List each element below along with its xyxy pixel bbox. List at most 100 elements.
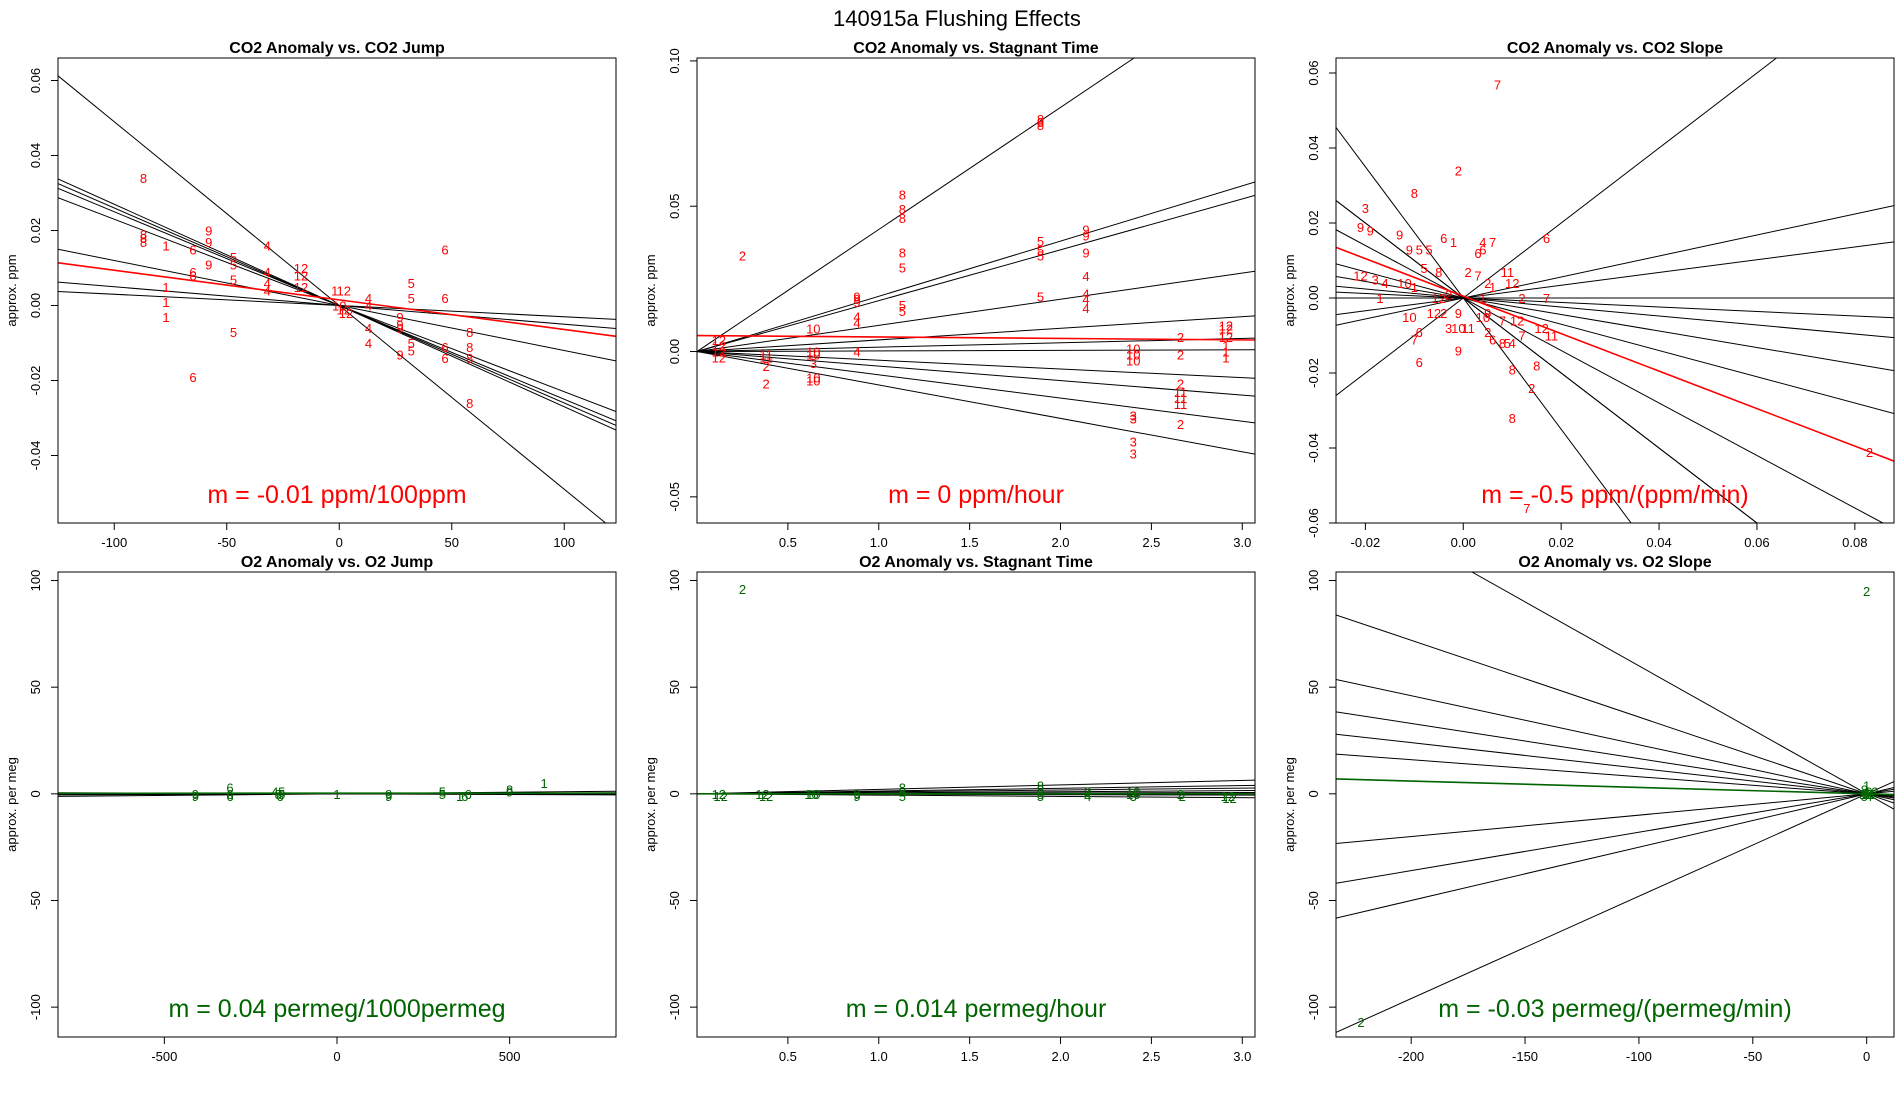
data-point-label: 11 [759,350,773,365]
group-fit-line [1336,241,1894,316]
y-tick-label: 0.00 [1306,285,1321,310]
y-axis-label: approx. per meg [4,757,19,852]
data-point-label: 2 [1177,787,1184,802]
group-fit-line [58,290,616,320]
data-point-label: 8 [899,246,906,261]
data-point-label: 3 [1362,201,1369,216]
data-point-label: 8 [899,202,906,217]
group-fit-line [697,337,1255,353]
data-point-label: 12 [1427,306,1441,321]
data-point-label: 9 [396,317,403,332]
group-fit-line [1336,614,1894,804]
data-point-label: 6 [226,789,233,804]
group-fit-line [1336,205,1894,326]
data-point-label: 5 [899,789,906,804]
data-point-label: 6 [1863,787,1870,802]
data-point-label: 1 [456,789,463,804]
x-tick-label: -0.02 [1351,535,1381,550]
chart-panel-1: CO2 Anomaly vs. CO2 Jump approx. ppm -100 -… [4,40,617,550]
data-point-label: 12 [1505,276,1519,291]
x-tick-label: -500 [151,1049,177,1064]
y-tick-label: 0.06 [1306,60,1321,85]
group-fit-line [697,351,1255,424]
overall-fit-line [697,334,1255,341]
data-point-label: 8 [1037,112,1044,127]
data-point-label: 10 [806,374,820,389]
data-point-label: 9 [1484,306,1491,321]
data-point-label: 5 [1416,242,1423,257]
data-point-label: 5 [230,257,237,272]
data-point-label: 8 [1037,115,1044,130]
data-point-label: 2 [1357,1015,1364,1030]
data-point-label: 9 [1406,242,1413,257]
data-point-label: 1 [1489,280,1496,295]
slope-annotation: m = -0.5 ppm/(ppm/min) [1481,481,1748,509]
data-point-label: 5 [1037,289,1044,304]
data-point-label: 4 [1865,789,1872,804]
data-point-label: 9 [205,224,212,239]
panel-title: O2 Anomaly vs. O2 Slope [1518,554,1711,571]
group-fit-line [697,351,1255,397]
data-point-label: 6 [441,351,448,366]
data-point-label: 8 [1509,411,1516,426]
x-tick-label: 0.04 [1646,535,1671,550]
data-point-label: 12 [294,269,308,284]
y-axis-label: approx. per meg [1282,757,1297,852]
data-point-label: 12 [1510,314,1524,329]
data-point-label: 10 [806,787,820,802]
data-point-label: 7 [1474,269,1481,284]
data-point-label: 5 [1861,789,1868,804]
group-fit-line [697,351,1255,455]
data-point-label: 9 [1084,785,1091,800]
data-point-label: 9 [396,347,403,362]
y-tick-label: -0.02 [28,366,43,396]
group-fit-line [1336,711,1894,799]
data-point-label: 2 [762,377,769,392]
x-tick-label: 1.5 [961,535,979,550]
data-point-label: 8 [899,785,906,800]
data-point-label: 6 [189,269,196,284]
data-point-label: 11 [1501,265,1515,280]
overall-fit-line [58,262,616,338]
data-point-label: 4 [365,291,372,306]
data-point-label: 10 [1126,342,1140,357]
data-point-label: 10 [1402,310,1416,325]
data-point-label: 12 [713,789,727,804]
y-tick-label: -0.02 [1306,358,1321,388]
data-point-label: 8 [466,351,473,366]
plot-frame [1335,571,1895,1038]
group-fit-line [1336,790,1894,845]
data-point-label: 12 [755,787,769,802]
data-point-label: 10 [1126,347,1140,362]
data-point-label: 10 [1859,787,1873,802]
x-tick-label: 0 [333,1049,340,1064]
data-point-label: 2 [1177,330,1184,345]
data-point-label: 8 [1509,362,1516,377]
group-fit-line [1336,58,1777,396]
data-point-label: 6 [441,242,448,257]
data-point-label: 4 [264,276,271,291]
data-point-label: 4 [1084,789,1091,804]
data-point-label: 7 [1494,77,1501,92]
data-point-label: 5 [1037,234,1044,249]
data-point-label: 3 [1130,446,1137,461]
group-fit-line [697,270,1255,353]
group-fit-line [1336,276,1894,372]
data-point-label: 12 [1432,291,1446,306]
data-point-label: 3 [1130,435,1137,450]
data-point-label: 4 [1082,286,1089,301]
data-point-label: 6 [441,340,448,355]
data-point-label: 8 [140,227,147,242]
x-tick-label: 0.08 [1842,535,1867,550]
y-axis-label: approx. ppm [4,254,19,326]
data-point-label: 2 [1518,291,1525,306]
data-point-label: 4 [264,265,271,280]
data-point-label: 6 [1440,231,1447,246]
data-point-label: 5 [230,325,237,340]
data-point-label: 10 [1126,787,1140,802]
data-point-label: 8 [1411,186,1418,201]
group-fit-line [1336,733,1894,798]
data-point-label: 2 [1863,584,1870,599]
